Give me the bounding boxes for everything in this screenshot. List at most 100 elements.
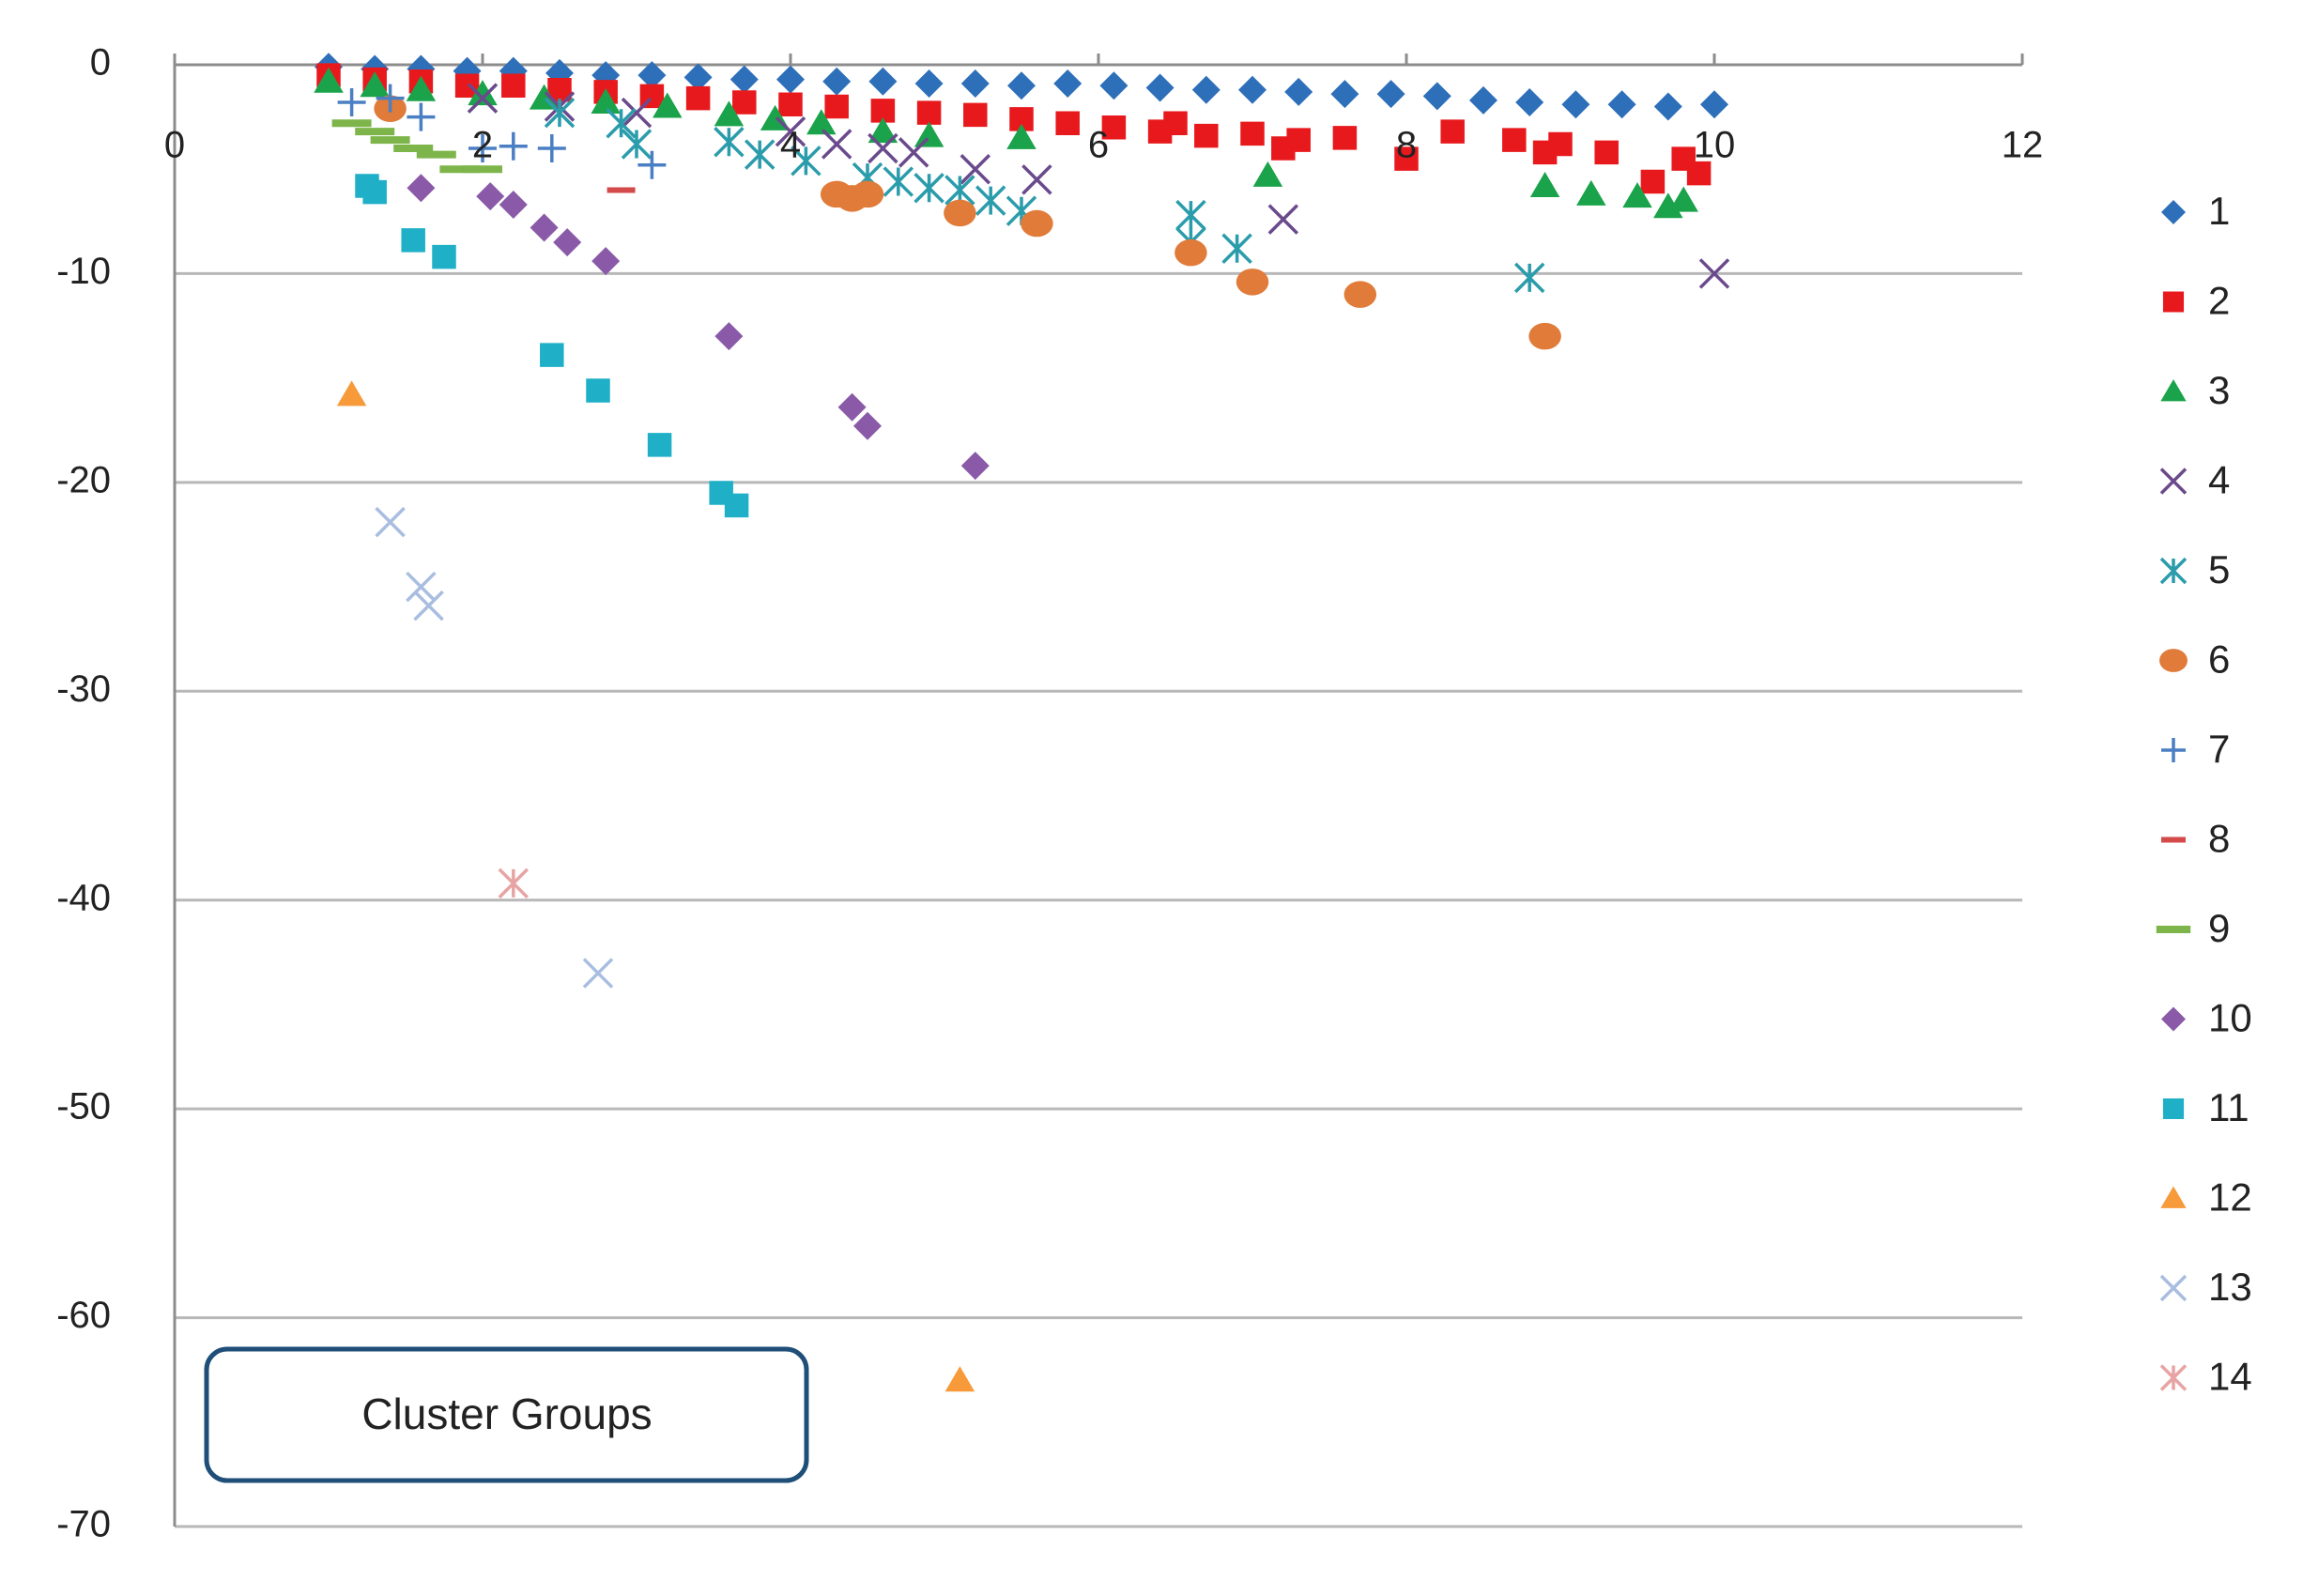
y-tick-label: -40 xyxy=(56,877,111,918)
data-point xyxy=(1021,209,1053,238)
legend-marker xyxy=(2159,649,2188,672)
legend-label: 13 xyxy=(2208,1265,2252,1309)
data-point xyxy=(960,153,991,185)
data-point xyxy=(1686,161,1712,186)
data-point xyxy=(1194,123,1219,148)
x-tick-label: 10 xyxy=(1694,125,1736,166)
data-point xyxy=(1515,88,1544,117)
legend-label: 1 xyxy=(2208,189,2230,233)
data-point xyxy=(775,115,806,147)
data-point xyxy=(547,77,572,102)
y-tick-label: -20 xyxy=(56,459,111,500)
annotation: Cluster Groups xyxy=(361,1389,652,1438)
data-point xyxy=(868,67,898,96)
data-point xyxy=(1561,90,1590,119)
data-point xyxy=(1422,82,1451,111)
data-point xyxy=(1332,126,1358,150)
data-point xyxy=(898,137,929,168)
data-point xyxy=(591,247,621,276)
data-point xyxy=(468,133,497,162)
y-tick-label: 0 xyxy=(90,42,111,84)
data-point xyxy=(685,85,711,111)
data-point xyxy=(1252,161,1283,187)
data-point xyxy=(407,102,436,131)
data-point xyxy=(468,80,498,106)
data-point xyxy=(1529,172,1560,198)
legend-marker xyxy=(2159,1274,2188,1302)
data-point xyxy=(1548,131,1573,157)
x-tick-label: 2 xyxy=(472,125,493,166)
data-point xyxy=(883,166,914,197)
data-point xyxy=(1163,111,1188,136)
data-point xyxy=(821,129,852,160)
data-point xyxy=(729,65,759,94)
data-point xyxy=(1394,146,1419,171)
data-point xyxy=(1343,281,1377,308)
data-point xyxy=(540,343,564,367)
plot-area xyxy=(314,53,1730,1392)
data-point xyxy=(375,506,406,538)
data-point xyxy=(824,94,849,119)
data-point xyxy=(1240,121,1265,146)
data-point xyxy=(714,127,745,158)
data-point xyxy=(498,867,530,899)
data-point xyxy=(853,411,882,440)
data-point xyxy=(1053,69,1082,99)
data-point xyxy=(776,65,805,94)
data-point xyxy=(1330,80,1359,109)
data-point xyxy=(732,90,757,115)
data-point xyxy=(553,228,582,257)
data-point xyxy=(586,378,610,403)
data-point xyxy=(724,493,749,518)
data-point xyxy=(1469,85,1497,115)
data-point xyxy=(336,380,367,407)
data-point xyxy=(1513,262,1545,294)
legend-marker xyxy=(2162,291,2185,313)
legend-marker xyxy=(2159,1364,2188,1391)
data-point xyxy=(914,172,944,204)
data-point xyxy=(314,67,344,93)
data-point xyxy=(1640,169,1666,194)
data-point xyxy=(806,109,837,135)
data-point xyxy=(637,61,667,90)
data-point xyxy=(606,108,637,139)
data-point xyxy=(914,69,944,99)
legend-label: 14 xyxy=(2208,1355,2252,1399)
data-point xyxy=(1175,238,1207,267)
data-point xyxy=(591,88,621,115)
data-point xyxy=(683,63,713,92)
data-point xyxy=(1502,128,1527,152)
x-tick-label: 0 xyxy=(164,125,185,166)
data-point xyxy=(653,92,683,118)
legend-marker xyxy=(2160,379,2187,402)
legend-marker xyxy=(2160,1186,2187,1208)
data-point xyxy=(914,121,944,147)
data-point xyxy=(1267,204,1299,235)
data-point xyxy=(1009,107,1034,131)
data-point xyxy=(1284,77,1313,106)
data-point xyxy=(476,182,505,211)
legend-label: 4 xyxy=(2208,458,2230,502)
data-point xyxy=(714,100,745,127)
data-point xyxy=(1238,75,1267,104)
data-point xyxy=(1007,71,1036,100)
data-point xyxy=(944,175,975,206)
data-point xyxy=(582,958,614,989)
data-point xyxy=(960,452,990,481)
data-point xyxy=(637,150,667,179)
data-point xyxy=(530,213,559,242)
data-point xyxy=(851,180,884,208)
data-point xyxy=(1440,119,1465,144)
data-point xyxy=(944,1366,975,1392)
data-point xyxy=(1006,123,1036,149)
data-point xyxy=(621,97,653,129)
legend-label: 2 xyxy=(2208,279,2230,323)
data-point xyxy=(1376,80,1405,109)
data-point xyxy=(1700,90,1728,119)
data-point xyxy=(647,433,672,457)
y-tick-label: -70 xyxy=(56,1504,111,1545)
y-tick-label: -10 xyxy=(56,251,111,292)
data-point xyxy=(1607,90,1636,119)
